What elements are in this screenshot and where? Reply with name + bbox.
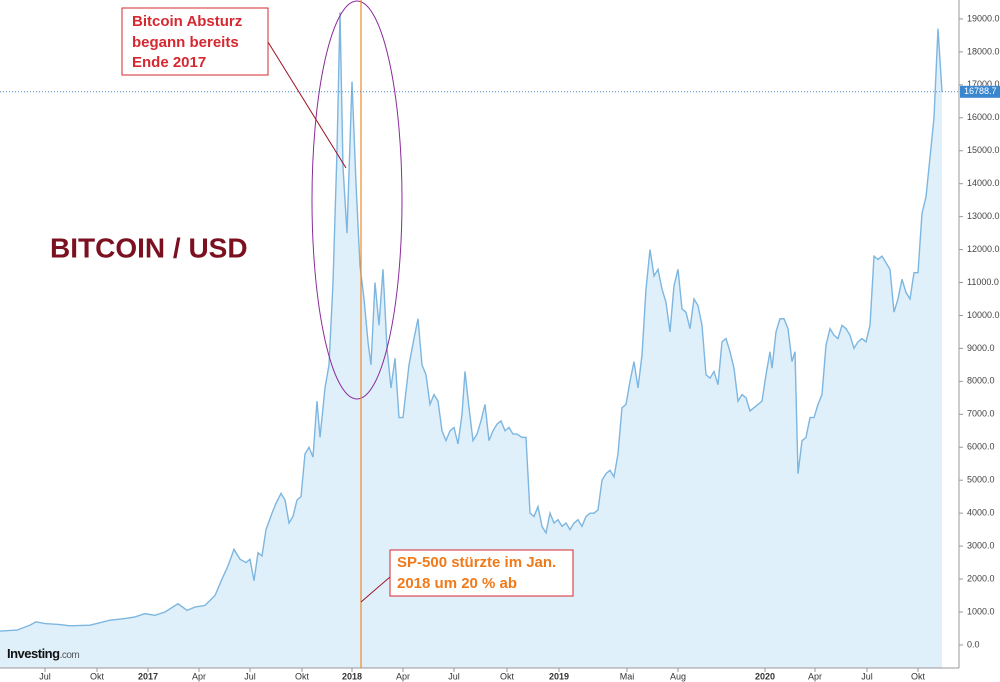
- x-tick-label: Apr: [396, 671, 410, 681]
- y-tick-label: 19000.0: [967, 13, 1000, 23]
- x-tick-label: Okt: [90, 671, 105, 681]
- last-price-box: [960, 85, 1000, 98]
- y-tick-label: 6000.0: [967, 442, 995, 452]
- x-tick-label: 2017: [138, 671, 158, 681]
- y-tick-label: 5000.0: [967, 475, 995, 485]
- y-tick-label: 11000.0: [967, 277, 999, 287]
- x-tick-label: Jul: [39, 671, 51, 681]
- x-tick-label: Jul: [244, 671, 256, 681]
- y-tick-label: 4000.0: [967, 508, 995, 518]
- y-tick-label: 9000.0: [967, 343, 995, 353]
- y-tick-label: 15000.0: [967, 145, 1000, 155]
- x-tick-label: Jul: [448, 671, 460, 681]
- y-tick-label: 16000.0: [967, 112, 1000, 122]
- y-tick-label: 12000.0: [967, 244, 1000, 254]
- x-tick-label: 2018: [342, 671, 362, 681]
- highlight-ellipse: [311, 0, 403, 400]
- y-tick-label: 18000.0: [967, 46, 1000, 56]
- y-tick-label: 7000.0: [967, 409, 995, 419]
- y-tick-label: 1000.0: [967, 606, 995, 616]
- line: [0, 12, 943, 632]
- x-tick-label: Okt: [911, 671, 926, 681]
- x-tick-label: 2019: [549, 671, 569, 681]
- plot-area: [0, 12, 943, 669]
- logo-suffix: .com: [60, 650, 80, 661]
- y-tick-label: 13000.0: [967, 211, 1000, 221]
- logo-text: Investing: [7, 646, 60, 661]
- y-tick-label: 0.0: [967, 639, 980, 649]
- annotation-text: Bitcoin Absturz: [132, 13, 242, 30]
- last-price-label: 16788.7: [964, 86, 997, 96]
- x-tick-label: Apr: [192, 671, 206, 681]
- logo: Investing.com: [7, 646, 79, 661]
- annotation-box: [389, 549, 574, 597]
- annotation-text: begann bereits: [132, 34, 239, 51]
- area: [0, 12, 942, 669]
- chart-title: BITCOIN / USD: [50, 232, 248, 263]
- x-tick-label: Aug: [670, 671, 686, 681]
- callout-line: [267, 41, 347, 169]
- x-tick-label: Apr: [808, 671, 822, 681]
- annotation-text: 2018 um 20 % ab: [397, 575, 517, 592]
- x-tick-label: 2020: [755, 671, 775, 681]
- x-tick-label: Okt: [500, 671, 515, 681]
- x-tick-label: Okt: [295, 671, 310, 681]
- annotation-text: Ende 2017: [132, 54, 206, 71]
- y-tick-label: 10000.0: [967, 310, 1000, 320]
- y-tick-label: 3000.0: [967, 540, 995, 550]
- y-tick-label: 17000.0: [967, 79, 1000, 89]
- callout-line: [360, 576, 391, 603]
- y-tick-label: 14000.0: [967, 178, 1000, 188]
- y-tick-label: 8000.0: [967, 376, 995, 386]
- annotation-text: SP-500 stürzte im Jan.: [397, 554, 556, 571]
- annotation-box: [121, 7, 269, 76]
- y-tick-label: 2000.0: [967, 573, 995, 583]
- x-tick-label: Mai: [620, 671, 635, 681]
- x-tick-label: Jul: [861, 671, 873, 681]
